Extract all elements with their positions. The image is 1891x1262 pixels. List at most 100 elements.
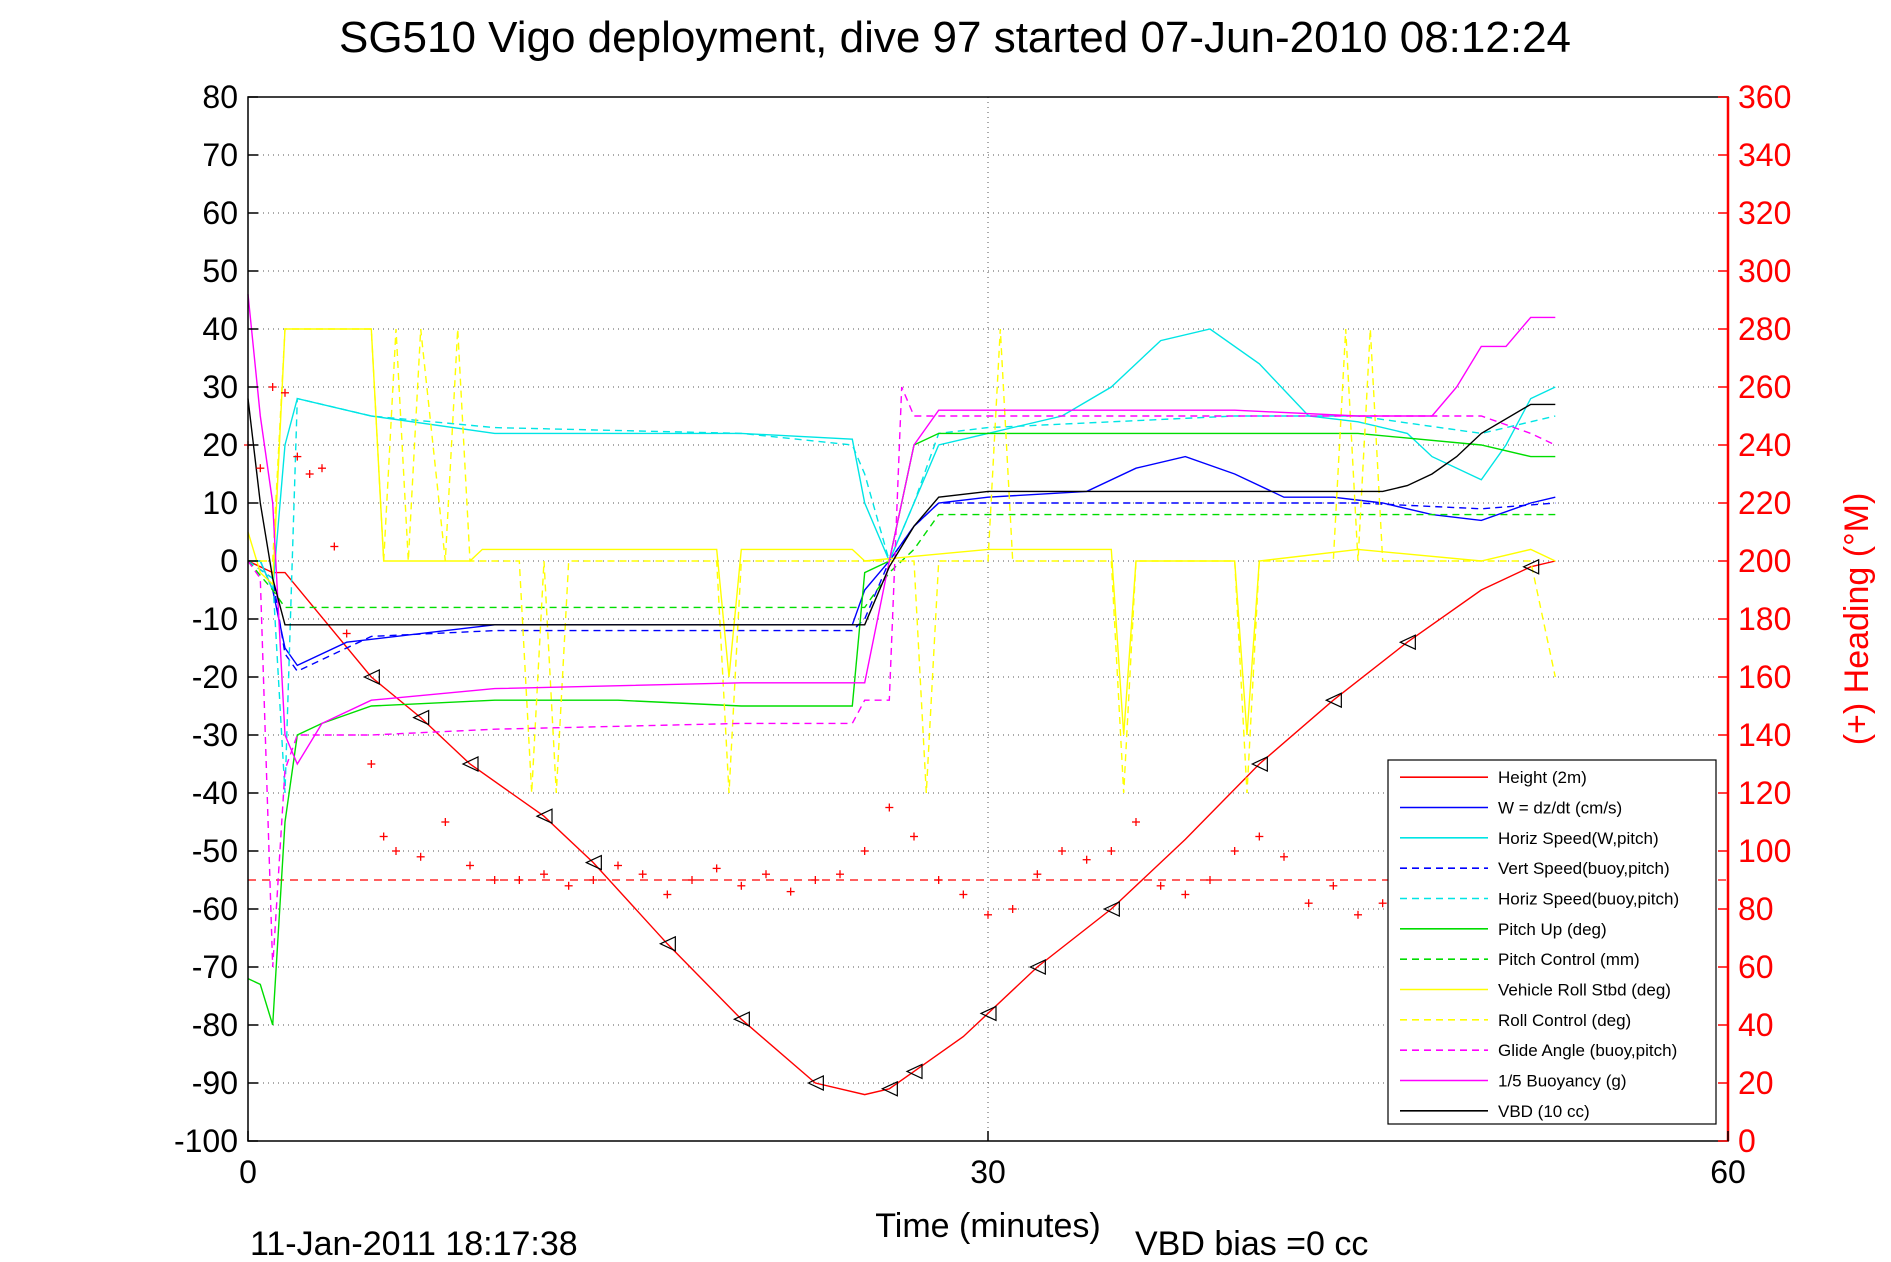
footer-vbd-bias: VBD bias =0 cc	[1135, 1225, 1368, 1262]
height-marker	[1102, 901, 1120, 917]
heading-point	[811, 876, 820, 884]
heading-point	[318, 464, 326, 473]
height-marker	[880, 1080, 898, 1097]
height-marker	[732, 1011, 750, 1028]
height-marker	[584, 854, 602, 871]
y-right-tick-label: 220	[1738, 485, 1791, 521]
legend-entry: VBD (10 cc)	[1498, 1102, 1590, 1121]
y-right-tick-label: 240	[1738, 427, 1791, 463]
y-tick-label: 60	[202, 195, 238, 231]
series-line	[247, 386, 1556, 968]
y-tick-label: 80	[202, 79, 238, 115]
heading-point	[564, 881, 573, 890]
y-tick-label: 30	[202, 369, 238, 405]
y-right-tick-label: 180	[1738, 601, 1791, 637]
heading-point	[1132, 818, 1140, 826]
height-marker	[1398, 634, 1416, 651]
heading-point	[342, 629, 351, 638]
heading-point	[663, 890, 672, 899]
heading-point	[1082, 855, 1091, 864]
legend-entry: Roll Control (deg)	[1498, 1011, 1631, 1030]
heading-point	[762, 870, 770, 879]
legend: Height (2m) W = dz/dt (cm/s) Horiz Speed(W…	[1387, 759, 1717, 1125]
heading-point	[1255, 832, 1264, 841]
y-tick-label: -40	[192, 775, 238, 811]
x-tick-label: 0	[239, 1154, 257, 1190]
legend-entry: Horiz Speed(W,pitch)	[1498, 829, 1659, 848]
heading-point	[1206, 876, 1214, 884]
y-tick-label: -10	[192, 601, 238, 637]
heading-point	[860, 847, 869, 855]
heading-point	[786, 887, 795, 896]
x-tick-label: 30	[970, 1154, 1006, 1190]
heading-point	[910, 832, 918, 841]
height-marker	[806, 1075, 824, 1091]
legend-entry: Pitch Control (mm)	[1498, 950, 1640, 969]
y-right-tick-label: 40	[1738, 1007, 1774, 1043]
y-tick-label: -100	[174, 1123, 238, 1159]
heading-point	[515, 876, 524, 884]
y-right-tick-label: 320	[1738, 195, 1791, 231]
heading-point	[737, 881, 746, 890]
heading-point	[379, 832, 388, 841]
height-marker	[1028, 959, 1046, 975]
series-line	[247, 560, 1556, 1096]
height-marker	[362, 669, 380, 685]
y-axis-right: 3603403203002802602402202001801601401201…	[1718, 79, 1791, 1159]
heading-point	[293, 452, 302, 461]
legend-entry: Pitch Up (deg)	[1498, 920, 1607, 939]
y-right-tick-label: 140	[1738, 717, 1791, 753]
series-line	[247, 397, 1556, 794]
y-right-tick-label: 340	[1738, 137, 1791, 173]
heading-point	[1058, 847, 1066, 855]
legend-entry: Horiz Speed(buoy,pitch)	[1498, 890, 1679, 909]
heading-point	[305, 470, 314, 478]
series-line	[247, 502, 1556, 673]
y-tick-label: 10	[202, 485, 238, 521]
height-marker	[979, 1005, 997, 1022]
y-right-tick-label: 260	[1738, 369, 1791, 405]
heading-point	[281, 388, 289, 397]
heading-point	[1329, 881, 1338, 890]
legend-entry: Glide Angle (buoy,pitch)	[1498, 1041, 1677, 1060]
height-marker	[658, 935, 676, 952]
series-line	[247, 398, 1556, 626]
legend-entry: 1/5 Buoyancy (g)	[1498, 1072, 1627, 1091]
heading-point	[441, 818, 450, 826]
heading-point	[1107, 847, 1116, 855]
y-tick-label: -20	[192, 659, 238, 695]
height-marker	[412, 709, 430, 726]
legend-entry: Vert Speed(buoy,pitch)	[1498, 859, 1670, 878]
heading-layer	[244, 383, 1461, 919]
y-tick-label: 0	[220, 543, 238, 579]
heading-point	[712, 864, 721, 873]
y-tick-label: 70	[202, 137, 238, 173]
y-right-tick-label: 360	[1738, 79, 1791, 115]
y-axis-right-label: (+) Heading (°M)	[1838, 493, 1876, 746]
y-right-tick-label: 60	[1738, 949, 1774, 985]
legend-entry: W = dz/dt (cm/s)	[1498, 799, 1622, 818]
height-marker	[535, 808, 553, 825]
y-tick-label: 50	[202, 253, 238, 289]
x-tick-label: 60	[1710, 1154, 1746, 1190]
y-right-tick-label: 280	[1738, 311, 1791, 347]
y-right-tick-label: 120	[1738, 775, 1791, 811]
heading-point	[256, 464, 265, 473]
y-tick-label: 20	[202, 427, 238, 463]
y-tick-label: -60	[192, 891, 238, 927]
heading-point	[885, 803, 894, 812]
y-right-tick-label: 100	[1738, 833, 1791, 869]
y-right-tick-label: 200	[1738, 543, 1791, 579]
heading-point	[1354, 910, 1362, 919]
heading-point	[984, 910, 992, 919]
heading-point	[392, 847, 400, 855]
y-tick-label: -50	[192, 833, 238, 869]
series-line	[247, 513, 1556, 609]
heading-point	[490, 876, 499, 884]
y-right-tick-label: 0	[1738, 1123, 1756, 1159]
heading-point	[416, 852, 425, 861]
height-marker	[461, 756, 479, 772]
heading-point	[638, 870, 647, 879]
heading-point	[959, 890, 968, 899]
